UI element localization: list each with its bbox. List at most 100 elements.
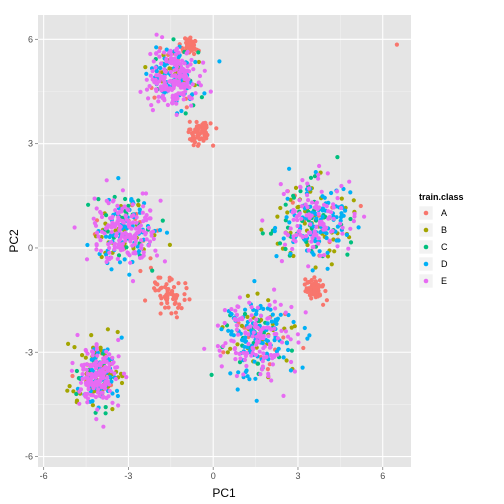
scatter-point-E [168, 69, 173, 75]
scatter-point-E [340, 225, 345, 230]
scatter-point-E [253, 352, 259, 357]
scatter-point-E [134, 215, 139, 220]
scatter-point-B [235, 342, 240, 347]
scatter-point-E [347, 179, 352, 184]
scatter-point-C [96, 197, 101, 202]
scatter-point-D [253, 376, 258, 381]
scatter-point-C [345, 252, 350, 257]
scatter-point-A [187, 119, 192, 124]
scatter-point-E [180, 91, 185, 96]
scatter-point-E [95, 407, 100, 412]
scatter-point-E [111, 198, 116, 203]
legend-swatch-D [423, 261, 429, 267]
scatter-point-E [166, 88, 171, 93]
scatter-point-A [176, 281, 181, 286]
scatter-point-B [167, 242, 172, 247]
scatter-point-D [231, 333, 236, 338]
scatter-point-D [273, 225, 278, 231]
scatter-point-D [288, 368, 293, 373]
scatter-point-C [298, 189, 303, 194]
scatter-point-E [91, 216, 96, 221]
scatter-point-E [222, 320, 227, 326]
scatter-point-D [325, 250, 330, 255]
scatter-point-E [90, 353, 95, 358]
scatter-point-B [66, 341, 71, 346]
scatter-point-C [348, 216, 353, 222]
scatter-point-E [233, 350, 238, 356]
scatter-point-E [84, 257, 90, 262]
scatter-point-A [177, 302, 182, 307]
scatter-point-E [70, 360, 75, 366]
scatter-point-E [223, 341, 228, 346]
scatter-point-E [104, 178, 109, 183]
scatter-point-E [92, 221, 97, 226]
scatter-point-E [164, 57, 169, 62]
scatter-point-E [113, 376, 118, 382]
scatter-point-E [83, 347, 88, 353]
scatter-point-E [326, 216, 331, 221]
scatter-point-A [138, 268, 143, 274]
scatter-point-E [72, 225, 77, 230]
scatter-point-B [115, 329, 120, 335]
scatter-point-E [193, 91, 198, 96]
scatter-point-E [123, 236, 128, 241]
scatter-point-E [186, 69, 191, 74]
scatter-point-E [222, 308, 227, 313]
scatter-point-B [331, 237, 336, 242]
scatter-point-E [78, 380, 84, 385]
scatter-point-E [181, 81, 187, 86]
scatter-point-E [221, 344, 226, 349]
scatter-point-E [208, 89, 213, 94]
scatter-point-E [139, 238, 144, 243]
scatter-point-D [341, 186, 346, 192]
scatter-point-D [318, 230, 323, 235]
scatter-point-A [323, 288, 328, 294]
scatter-point-E [133, 238, 138, 243]
scatter-point-E [108, 216, 113, 221]
scatter-point-E [157, 49, 162, 54]
scatter-point-B [293, 185, 299, 190]
scatter-point-D [158, 65, 163, 71]
scatter-point-E [159, 88, 164, 93]
scatter-point-E [279, 259, 284, 264]
scatter-point-E [340, 231, 345, 236]
scatter-point-E [107, 388, 112, 394]
scatter-point-E [105, 375, 110, 380]
scatter-point-E [283, 329, 288, 334]
scatter-point-A [312, 275, 317, 280]
scatter-point-E [125, 207, 130, 212]
scatter-point-D [274, 321, 279, 326]
legend-label-C: C [441, 242, 448, 252]
scatter-point-E [101, 359, 107, 365]
scatter-point-A [182, 297, 187, 302]
scatter-point-E [158, 84, 163, 89]
scatter-point-E [150, 69, 155, 74]
scatter-point-D [320, 194, 325, 199]
scatter-point-E [218, 353, 223, 358]
scatter-point-E [116, 354, 121, 359]
scatter-point-E [175, 96, 180, 101]
scatter-point-E [120, 206, 125, 211]
scatter-point-E [232, 346, 238, 351]
scatter-point-E [176, 91, 181, 96]
scatter-point-E [75, 332, 80, 338]
scatter-point-A [187, 41, 192, 46]
legend-swatch-B [423, 227, 429, 233]
scatter-point-E [339, 183, 344, 189]
scatter-point-E [348, 226, 353, 231]
scatter-point-C [209, 372, 214, 377]
scatter-point-E [264, 354, 269, 359]
scatter-point-E [249, 305, 254, 310]
scatter-point-D [243, 339, 249, 344]
scatter-point-E [101, 394, 106, 399]
x-tick-label: 6 [380, 471, 385, 481]
scatter-point-E [246, 332, 251, 337]
scatter-point-E [266, 371, 271, 376]
scatter-point-C [283, 202, 288, 207]
scatter-point-A [303, 277, 308, 282]
scatter-point-E [96, 234, 101, 239]
scatter-point-E [260, 359, 265, 364]
scatter-point-E [267, 345, 272, 350]
scatter-point-D [235, 387, 240, 392]
scatter-point-D [157, 228, 163, 233]
